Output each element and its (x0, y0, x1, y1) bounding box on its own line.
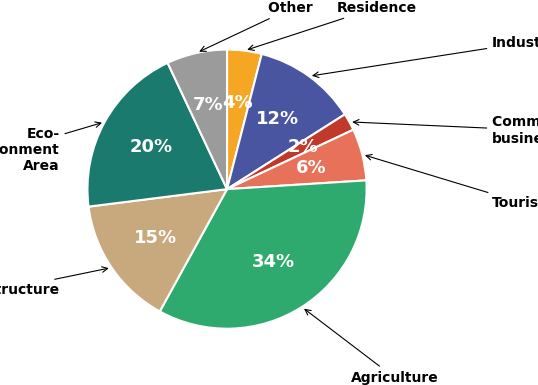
Text: Industry: Industry (313, 35, 538, 77)
Text: Infrastructure: Infrastructure (0, 267, 108, 296)
Wedge shape (227, 130, 366, 189)
Text: Other: Other (200, 1, 317, 51)
Text: 4%: 4% (223, 94, 253, 112)
Wedge shape (227, 114, 353, 189)
Wedge shape (89, 189, 227, 311)
Wedge shape (160, 180, 366, 329)
Wedge shape (227, 54, 345, 189)
Text: 34%: 34% (252, 253, 295, 271)
Text: Tourism: Tourism (366, 154, 538, 210)
Text: 6%: 6% (295, 159, 326, 177)
Text: 12%: 12% (256, 110, 300, 128)
Text: Commerce &
business: Commerce & business (353, 116, 538, 146)
Wedge shape (168, 50, 227, 189)
Wedge shape (88, 63, 227, 207)
Text: 2%: 2% (287, 139, 318, 156)
Text: Residence: Residence (249, 1, 416, 50)
Text: 15%: 15% (134, 229, 177, 247)
Text: 20%: 20% (130, 139, 173, 156)
Text: Agriculture: Agriculture (305, 310, 438, 385)
Wedge shape (227, 50, 261, 189)
Text: 7%: 7% (193, 96, 223, 114)
Text: Eco-
Environment
Area: Eco- Environment Area (0, 122, 101, 173)
